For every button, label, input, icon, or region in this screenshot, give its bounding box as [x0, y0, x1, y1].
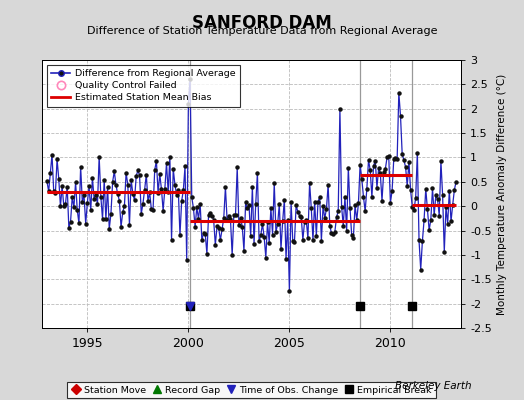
- Y-axis label: Monthly Temperature Anomaly Difference (°C): Monthly Temperature Anomaly Difference (…: [497, 73, 507, 315]
- Legend: Station Move, Record Gap, Time of Obs. Change, Empirical Break: Station Move, Record Gap, Time of Obs. C…: [68, 382, 435, 398]
- Text: Difference of Station Temperature Data from Regional Average: Difference of Station Temperature Data f…: [87, 26, 437, 36]
- Text: Berkeley Earth: Berkeley Earth: [395, 381, 472, 391]
- Text: SANFORD DAM: SANFORD DAM: [192, 14, 332, 32]
